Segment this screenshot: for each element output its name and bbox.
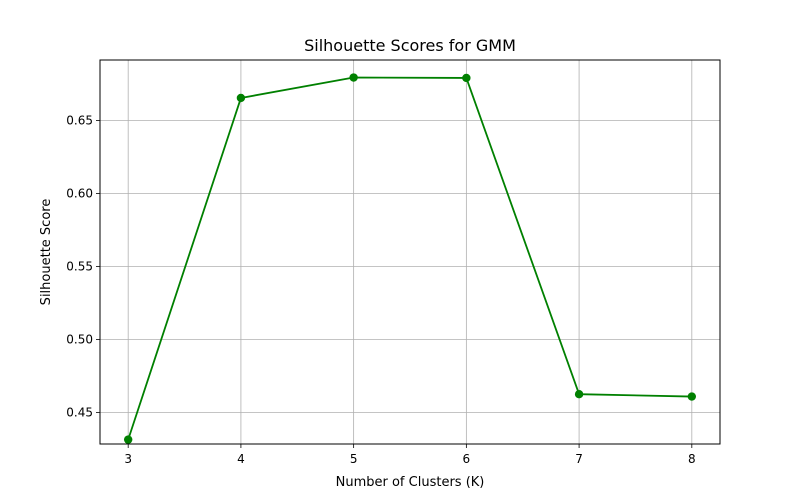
grid [100, 60, 720, 444]
x-tick-label: 7 [575, 452, 583, 466]
data-point [462, 73, 471, 83]
y-tick-label: 0.50 [66, 333, 93, 347]
ticks: 3 4 5 6 7 8 0.45 0.50 0.55 0.60 0.65 [66, 114, 695, 466]
series-layer [123, 73, 697, 444]
y-tick-label: 0.55 [66, 260, 93, 274]
chart-title: Silhouette Scores for GMM [304, 36, 516, 55]
y-tick-label: 0.65 [66, 114, 93, 128]
data-point [123, 435, 133, 444]
series-line [127, 76, 692, 440]
x-tick-label: 3 [124, 452, 132, 466]
y-tick-label: 0.60 [66, 187, 93, 201]
x-tick-label: 5 [350, 452, 358, 466]
x-tick-label: 8 [688, 452, 696, 466]
x-tick-label: 4 [237, 452, 245, 466]
plot-frame [99, 59, 721, 445]
data-point [349, 73, 358, 82]
data-point [574, 390, 584, 399]
data-point [236, 93, 246, 103]
y-tick-label: 0.45 [66, 406, 93, 420]
data-point [687, 392, 697, 401]
x-tick-label: 6 [463, 452, 471, 466]
x-axis-label: Number of Clusters (K) [336, 475, 485, 490]
y-axis-label: Silhouette Score [39, 199, 54, 306]
